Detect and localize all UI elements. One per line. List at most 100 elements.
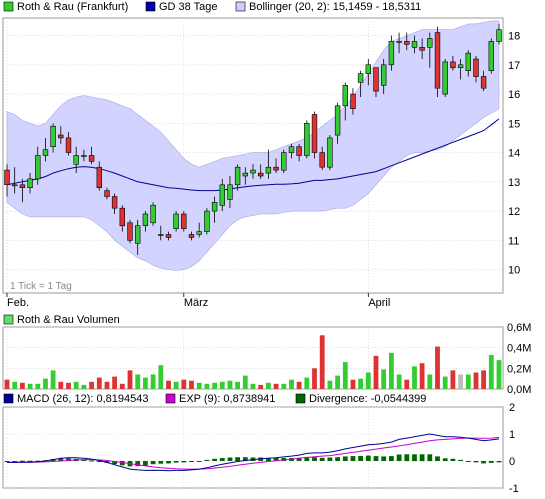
legend-label: GD 38 Tage [159, 1, 218, 13]
candle-body [50, 125, 56, 147]
volume-bar [273, 383, 279, 389]
divergence-bar [212, 458, 217, 461]
divergence-bar [488, 461, 494, 463]
candle-body [434, 32, 441, 89]
candle-body [19, 184, 26, 189]
volume-bar [389, 352, 394, 389]
volume-bar [119, 383, 125, 389]
volume-bar [58, 381, 64, 389]
candle-body [96, 166, 103, 188]
volume-bar [435, 346, 440, 389]
price-axis-label: 18 [508, 31, 520, 43]
candle-body [111, 196, 118, 209]
divergence-bar [227, 457, 233, 461]
volume-bar [158, 365, 164, 389]
candle-body [42, 149, 49, 156]
volume-bar [235, 381, 240, 389]
legend-label: EXP (9): 0,8738941 [179, 393, 275, 405]
volume-bar [27, 383, 33, 389]
candle-body [319, 152, 325, 168]
volume-bar [189, 380, 194, 389]
volume-bar [250, 383, 256, 389]
price-axis-label: 12 [508, 206, 520, 218]
candle-body [388, 41, 395, 66]
macd-axis-label: 0 [509, 456, 515, 468]
volume-bar [266, 382, 271, 389]
volume-bar [373, 355, 379, 389]
volume-bar [496, 360, 502, 389]
candle-body [81, 155, 87, 157]
volume-bar [196, 382, 202, 389]
divergence-bar [304, 456, 310, 461]
divergence-bar [327, 457, 333, 461]
candle-body [196, 231, 202, 235]
macd-plot-area [2, 406, 504, 489]
divergence-bar [435, 456, 440, 461]
candle-body [73, 155, 79, 165]
volume-bar [135, 374, 141, 389]
macd-legend: MACD (26, 12): 0,8194543 EXP (9): 0,87389… [3, 393, 426, 405]
date-label: März [184, 297, 208, 309]
candle-body [12, 184, 18, 187]
divergence-bar [235, 457, 240, 461]
candle-body [65, 137, 72, 153]
volume-bar [350, 379, 356, 389]
price-axis-label: 10 [508, 265, 520, 277]
divergence-bar [242, 457, 248, 461]
volume-bar [204, 383, 210, 389]
macd-panel: 2 1 0 -1 [2, 402, 519, 495]
divergence-bar [58, 458, 64, 461]
volume-bar [396, 374, 402, 389]
legend-swatch [235, 1, 246, 12]
divergence-bar [66, 458, 71, 461]
volume-plot-area [2, 326, 504, 390]
divergence-bar [404, 454, 410, 462]
divergence-bar [312, 457, 317, 461]
volume-bar [458, 374, 463, 389]
volume-bar [4, 379, 10, 389]
divergence-bar [173, 461, 179, 463]
volume-bar [327, 380, 333, 389]
volume-bar [312, 368, 317, 389]
volume-bar [35, 383, 41, 389]
divergence-bar [358, 455, 363, 461]
divergence-bar [458, 459, 463, 461]
legend-label: Roth & Rau (Frankfurt) [17, 1, 128, 13]
volume-bar [465, 374, 471, 389]
divergence-bar [143, 461, 148, 466]
divergence-bar [496, 461, 502, 463]
volume-legend: Roth & Rau Volumen [3, 314, 120, 326]
volume-bar [289, 379, 294, 389]
candle-body [27, 178, 33, 188]
candle-body [404, 41, 410, 45]
candle-body [165, 234, 172, 238]
price-axis-label: 16 [508, 89, 520, 101]
legend-label: Bollinger (20, 2): 15,1459 - 18,5311 [249, 1, 421, 13]
divergence-bar [158, 461, 164, 464]
volume-bar [481, 370, 486, 389]
volume-bar [442, 376, 448, 389]
candle-body [357, 73, 364, 83]
divergence-bar [27, 460, 33, 462]
candle-body [288, 146, 295, 153]
candle-body [257, 172, 264, 177]
divergence-bar [89, 460, 94, 462]
divergence-bar [4, 461, 10, 462]
volume-bar [473, 372, 479, 389]
candle-body [465, 52, 471, 71]
divergence-bar [96, 461, 102, 462]
candle-body [127, 222, 133, 241]
volume-bar [112, 376, 117, 389]
volume-panel: 0,6M 0,4M 0,2M 0,0M [2, 322, 531, 396]
candle-body [104, 190, 110, 197]
candle-body [58, 134, 64, 139]
candle-body [142, 213, 149, 226]
candle-body [350, 93, 356, 109]
candle-body [496, 29, 502, 42]
divergence-bar [296, 457, 302, 461]
volume-axis-label: 0,2M [507, 363, 531, 375]
candle-body [450, 61, 456, 69]
volume-bar [319, 335, 325, 389]
candle-body [296, 146, 302, 156]
